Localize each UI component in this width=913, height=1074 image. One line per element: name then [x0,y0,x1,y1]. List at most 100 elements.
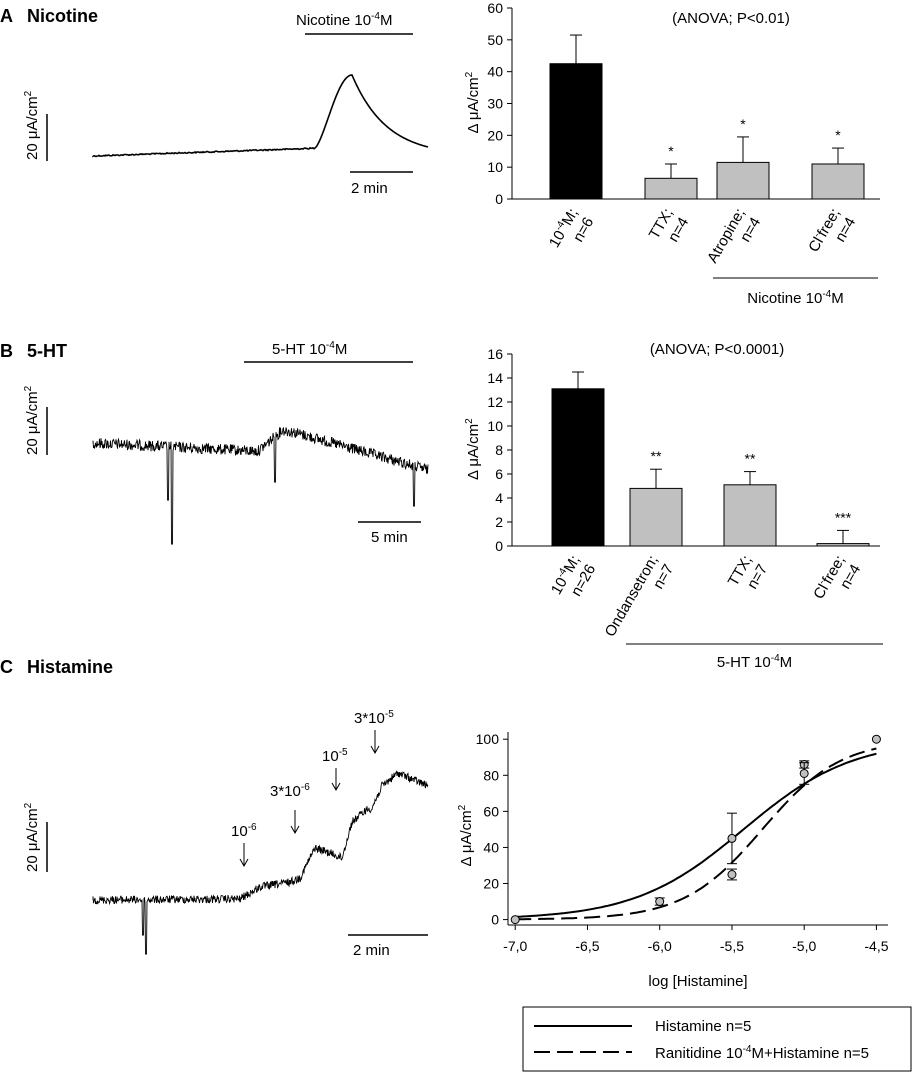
bar [629,487,683,547]
y-tick-label: 8 [495,442,503,458]
legend-histamine-label: Histamine n=5 [655,1018,751,1035]
data-point [727,833,737,843]
category-label: 10-4M;n=6 [545,205,597,251]
arrow-1e-5: 10-5 [322,747,348,792]
panel-c-letter: C [0,657,13,677]
category-label-line-1: 10-4M; [545,205,582,251]
panel-c-title: Histamine [27,657,113,677]
x-tick-label: -5,5 [720,938,744,954]
y-tick-label: 0 [495,191,503,207]
y-tick-label: 0 [495,538,503,554]
x-tick-label: -5,0 [792,938,816,954]
x-tick-label: -6,0 [648,938,672,954]
serotonin-amplitude-scale-label: 20 μA/cm2 [23,385,41,455]
category-label: 10-4M;n=26 [547,552,599,600]
y-tick-label: 12 [487,394,503,410]
y-tick-label: 40 [483,839,499,855]
data-point [510,915,520,925]
serotonin-time-scale-label: 5 min [371,529,408,546]
nicotine-time-scale-label: 2 min [351,180,388,197]
ranitidine-fit-curve [515,747,877,921]
y-tick-label: 10 [487,418,503,434]
legend: Histamine n=5 Ranitidine 10-4M+Histamine … [522,1006,912,1072]
panel-a-letter: A [0,6,13,26]
data-point [727,869,737,879]
y-axis-label: Δ μA/cm2 [464,71,482,133]
y-tick-label: 100 [476,731,500,747]
panel-b-title: 5-HT [27,341,67,361]
serotonin-bar-chart: (ANOVA; P<0.0001) 0 2 4 6 8 10 12 14 16 Δ μA/cm2 10… [464,341,883,671]
legend-ranitidine-label: Ranitidine 10-4M+Histamine n=5 [655,1044,869,1062]
bar [816,543,870,547]
group-label: Nicotine 10-4M [747,289,843,307]
arrow-3e-5: 3*10-5 [354,709,394,755]
x-tick-label: -7,0 [503,938,527,954]
panel-a-title: Nicotine [27,6,98,26]
category-label-line-1: 10-4M; [547,552,584,598]
significance-marker: ** [745,451,756,467]
panel-c: C Histamine 20 μA/cm2 2 min 10-6 3*10-6 … [0,657,912,1072]
category-label: Cl-free;n=4 [810,553,864,603]
histamine-amplitude-scale-label: 20 μA/cm2 [23,802,41,872]
y-tick-label: 60 [487,0,503,16]
y-tick-label: 60 [483,803,499,819]
category-label: Cl-free;n=4 [805,206,859,256]
bar [811,163,865,200]
y-tick-label: 2 [495,514,503,530]
y-tick-label: 0 [491,912,499,928]
x-tick-label: -4,5 [864,938,888,954]
x-axis-label: log [Histamine] [648,973,747,990]
y-tick-label: 50 [487,32,503,48]
category-label: Ondansetron;n=7 [602,553,678,640]
bar [723,484,777,547]
y-tick-label: 20 [487,127,503,143]
y-axis-label: Δ μA/cm2 [464,418,482,480]
nicotine-application-label: Nicotine 10-4M [296,11,392,29]
arrow-1e-6-label: 10-6 [231,822,257,840]
arrow-3e-6: 3*10-6 [270,782,310,835]
category-label: Atropine;n=4 [704,206,764,267]
bar [551,388,605,547]
y-tick-label: 80 [483,767,499,783]
y-tick-label: 6 [495,466,503,482]
y-tick-label: 10 [487,159,503,175]
histamine-time-scale-label: 2 min [353,942,390,959]
arrow-3e-6-label: 3*10-6 [270,782,310,800]
data-point [799,768,809,778]
category-label: TTX;n=4 [646,206,693,246]
nicotine-current-trace [92,74,429,158]
y-tick-label: 30 [487,96,503,112]
nicotine-bar-chart: (ANOVA; P<0.01) 0 10 20 30 40 50 60 Δ μA/cm2 10-4… [464,0,880,307]
y-tick-label: 4 [495,490,503,506]
y-axis-label: Δ μA/cm2 [457,804,475,866]
y-tick-label: 14 [487,370,503,386]
histamine-dose-response-chart: 0 20 40 60 80 100 -7,0 -6,5 -6,0 -5,5 -5,0 -4,5 log … [457,731,912,1072]
histamine-current-trace [92,770,429,955]
x-tick-label: -6,5 [575,938,599,954]
arrow-1e-5-label: 10-5 [322,747,348,765]
bar [644,177,698,200]
chart-title: (ANOVA; P<0.0001) [650,341,784,358]
serotonin-application-label: 5-HT 10-4M [272,340,347,358]
y-tick-label: 20 [483,876,499,892]
significance-marker: * [740,116,746,132]
y-tick-label: 40 [487,64,503,80]
data-point [655,897,665,907]
category-label: TTX;n=7 [725,553,772,593]
significance-marker: *** [835,509,852,525]
arrow-1e-6: 10-6 [231,822,257,868]
significance-marker: * [668,143,674,159]
bar [549,63,603,200]
panel-b: B 5-HT 5-HT 10-4M 20 μA/cm2 5 min (ANOVA… [0,340,883,671]
panel-b-letter: B [0,341,13,361]
significance-marker: ** [651,448,662,464]
legend-box [522,1006,912,1072]
category-label-line-1: Ondansetron; [602,553,662,640]
significance-marker: * [835,127,841,143]
group-label: 5-HT 10-4M [717,653,792,671]
y-tick-label: 16 [487,346,503,362]
serotonin-current-trace [92,426,429,545]
nicotine-amplitude-scale-label: 20 μA/cm2 [23,90,41,160]
panel-a: A Nicotine Nicotine 10-4M 20 μA/cm2 2 mi… [0,0,880,307]
